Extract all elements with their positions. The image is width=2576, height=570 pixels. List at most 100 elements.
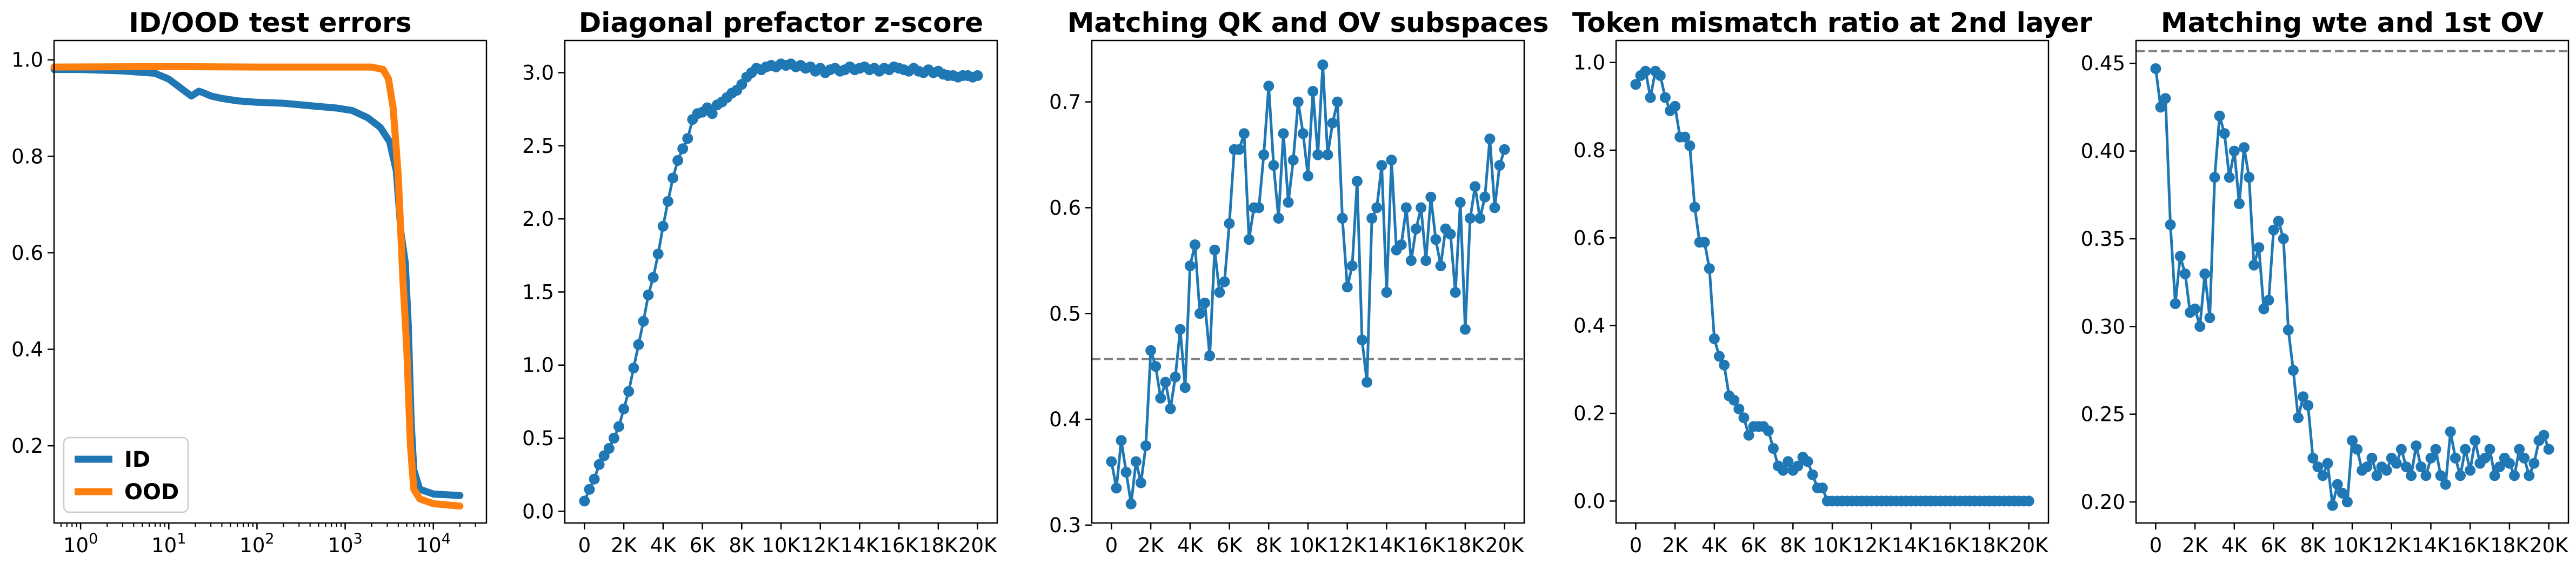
data-point: [1278, 128, 1289, 139]
data-point: [2381, 465, 2392, 476]
data-point: [2194, 321, 2206, 332]
data-point: [1719, 359, 1730, 371]
series-line: [583, 62, 978, 502]
data-point: [2514, 444, 2525, 455]
data-point: [2332, 479, 2343, 490]
data-point: [2307, 452, 2319, 464]
x-tick-label: 101: [151, 531, 186, 557]
data-point: [1499, 144, 1510, 155]
y-tick-label: 0.0: [1573, 489, 1605, 513]
x-tick-label: 0: [1105, 534, 1118, 557]
series-id: [50, 66, 464, 499]
data-point: [1802, 456, 1813, 467]
data-point: [648, 272, 659, 283]
data-point: [579, 495, 590, 507]
data-point: [2337, 487, 2348, 499]
data-point: [1327, 117, 1338, 129]
data-point: [2248, 259, 2260, 271]
data-point: [1783, 456, 1794, 467]
data-point: [1689, 202, 1700, 213]
x-tick-label: 20K: [958, 534, 998, 557]
data-point: [2268, 224, 2279, 236]
data-point: [2312, 461, 2324, 473]
y-tick-label: 0.6: [1573, 226, 1605, 250]
data-point: [2395, 444, 2407, 455]
data-point: [2489, 470, 2500, 481]
y-tick-label: 0.5: [522, 427, 554, 450]
y-tick-label: 0.20: [2081, 491, 2125, 514]
data-point: [2538, 430, 2550, 441]
data-point: [2440, 479, 2451, 490]
data-point: [1494, 160, 1505, 171]
y-tick-label: 0.4: [11, 338, 43, 361]
x-tick-label: 10K: [1289, 534, 1328, 557]
data-point: [1283, 197, 1294, 208]
legend: ID OOD: [63, 437, 189, 513]
data-point: [1111, 482, 1122, 494]
x-tick-label: 6K: [1741, 534, 1768, 557]
data-point: [1233, 144, 1245, 155]
data-point: [2263, 294, 2274, 306]
series-line: [1634, 70, 2029, 502]
data-point: [1292, 96, 1304, 108]
x-tick-label: 4K: [1177, 534, 1204, 557]
data-point: [1179, 382, 1191, 393]
x-tick-label: 12K: [801, 534, 840, 557]
chart-title: Matching QK and OV subspaces: [1067, 7, 1549, 38]
data-point: [1459, 324, 1471, 335]
y-tick-label: 0.45: [2081, 52, 2125, 75]
data-point: [2420, 470, 2432, 481]
x-tick-label: 20K: [2010, 534, 2049, 557]
data-point: [1322, 149, 1333, 160]
series-line-ood: [50, 63, 464, 510]
chart-title: Token mismatch ratio at 2nd layer: [1572, 7, 2093, 38]
x-tick-label: 18K: [1446, 534, 1485, 557]
x-tick-label: 10K: [762, 534, 801, 557]
data-point: [706, 108, 718, 119]
data-point: [1357, 334, 1367, 346]
data-point: [2430, 444, 2441, 455]
data-point: [1411, 223, 1422, 234]
x-tick-label: 12K: [1328, 534, 1367, 557]
data-point: [1362, 377, 1373, 388]
series-matching: [2150, 63, 2554, 511]
data-point: [2160, 93, 2171, 104]
data-point: [1489, 202, 1500, 213]
data-point: [2287, 365, 2299, 376]
data-point: [1430, 234, 1442, 245]
x-tick-label: 14K: [1892, 534, 1931, 557]
data-point: [1346, 260, 1358, 272]
data-point: [603, 443, 615, 454]
data-point: [2170, 298, 2181, 310]
x-tick-label: 20K: [1485, 534, 1525, 557]
chart-panel-2: Diagonal prefactor z-score 0.0 0.5 1.0 1.5 2.…: [522, 7, 998, 557]
data-point: [1670, 100, 1681, 112]
series-matching: [1106, 59, 1510, 509]
data-point: [1817, 482, 1828, 494]
data-point: [2450, 452, 2461, 464]
data-point: [1287, 155, 1299, 166]
data-point: [1253, 202, 1265, 213]
data-point: [1174, 324, 1186, 335]
data-point: [1307, 86, 1319, 97]
x-tick-label: 12K: [2372, 534, 2412, 557]
y-tick-label: 0.2: [11, 434, 43, 458]
data-point: [1366, 213, 1378, 224]
data-point: [2199, 268, 2211, 279]
y-tick-label: 0.6: [1049, 196, 1081, 219]
data-point: [2244, 172, 2255, 183]
data-point: [1640, 65, 1651, 77]
y-tick-label: 1.0: [1573, 51, 1605, 75]
data-point: [1484, 133, 1496, 145]
data-point: [2479, 452, 2491, 464]
data-point: [1743, 430, 1754, 441]
data-point: [1405, 255, 1417, 266]
data-point: [1194, 308, 1205, 319]
data-point: [643, 289, 654, 300]
data-point: [2509, 470, 2520, 481]
data-point: [1474, 213, 1486, 224]
y-tick-label: 0.7: [1049, 91, 1081, 114]
data-point: [1140, 440, 1151, 451]
data-point: [2425, 452, 2437, 464]
data-point: [1684, 140, 1696, 151]
